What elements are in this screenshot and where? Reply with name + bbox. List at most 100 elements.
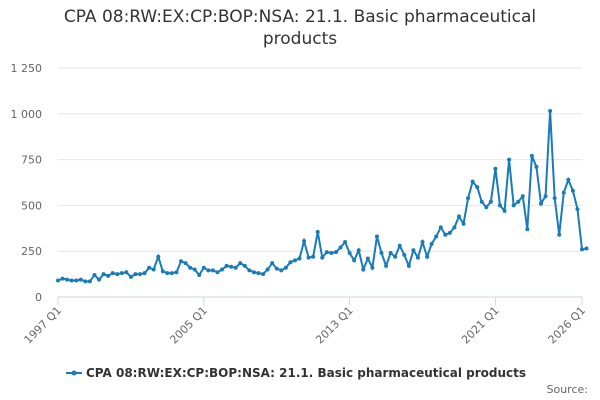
data-point [329,251,334,256]
data-point [466,196,471,201]
data-point [384,263,389,268]
data-point [65,277,70,282]
data-point [511,203,516,208]
data-point [475,185,480,190]
data-point [279,268,284,273]
data-point [388,251,393,256]
data-point [548,109,553,114]
data-point [251,270,256,275]
data-point [138,272,143,277]
y-tick-label: 750 [21,154,42,167]
data-point [425,254,430,259]
data-point [238,261,243,266]
data-point [210,268,215,273]
chart-title: CPA 08:RW:EX:CP:BOP:NSA: 21.1. Basic pha… [63,7,537,49]
data-point [507,157,512,162]
y-tick-label: 0 [35,291,42,304]
data-point [479,199,484,204]
x-tick-label: 1997 Q1 [22,304,65,347]
data-point [201,265,206,270]
data-point [156,254,161,259]
data-point [324,250,329,255]
data-point [174,270,179,275]
data-point [183,261,188,266]
data-point [379,251,384,256]
data-point [197,273,202,278]
data-point [283,265,288,270]
data-point [447,230,452,235]
data-point [256,271,261,276]
data-point [242,263,247,268]
legend-marker [71,370,77,376]
data-point [397,243,402,248]
data-point [110,271,115,276]
data-point [179,259,184,264]
data-point [270,261,275,266]
data-point [534,164,539,169]
data-point [288,260,293,265]
data-point [338,245,343,250]
data-point [406,263,411,268]
data-point [529,153,534,158]
data-point [434,234,439,239]
data-point [502,208,507,213]
data-point [160,269,165,274]
data-point [169,271,174,276]
data-point [411,248,416,253]
data-point [484,205,489,210]
data-point [188,265,193,270]
data-point [128,274,133,279]
data-point [570,188,575,193]
data-point [74,278,79,283]
data-point [306,255,311,260]
data-point [497,203,502,208]
data-point [87,279,92,284]
data-point [374,234,379,239]
data-point [557,232,562,237]
data-point [456,214,461,219]
data-point [420,240,425,245]
data-point [297,256,302,261]
data-point [333,250,338,255]
y-tick-label: 500 [21,199,42,212]
data-point [566,177,571,182]
data-point [124,270,129,275]
data-point [347,251,352,256]
data-point [352,258,357,263]
data-point [165,271,170,276]
data-point [402,252,407,257]
data-point [438,225,443,230]
data-point [92,273,97,278]
y-tick-label: 1 250 [11,62,43,75]
data-point [229,264,234,269]
data-point [543,194,548,199]
data-point [580,247,584,252]
data-point [142,271,147,276]
data-point [470,179,475,184]
data-point [206,268,211,273]
data-point [443,232,448,237]
data-point [83,279,88,284]
x-tick-label: 2021 Q1 [459,304,502,347]
data-point [343,240,348,245]
data-point [265,267,270,272]
data-point [452,225,457,230]
x-tick-label: 2005 Q1 [167,304,210,347]
data-point [101,272,106,277]
data-point [106,273,111,278]
data-point [97,277,102,282]
data-point [561,190,566,195]
data-point [520,194,525,199]
x-tick-label: 2013 Q1 [313,304,356,347]
data-point [393,254,398,259]
data-point [69,278,74,283]
data-point [119,271,124,276]
data-point [552,196,557,201]
data-point [233,265,238,270]
data-point [115,272,120,277]
data-point [429,241,434,246]
data-point [60,276,65,281]
data-point [525,227,530,232]
data-point [147,265,152,270]
